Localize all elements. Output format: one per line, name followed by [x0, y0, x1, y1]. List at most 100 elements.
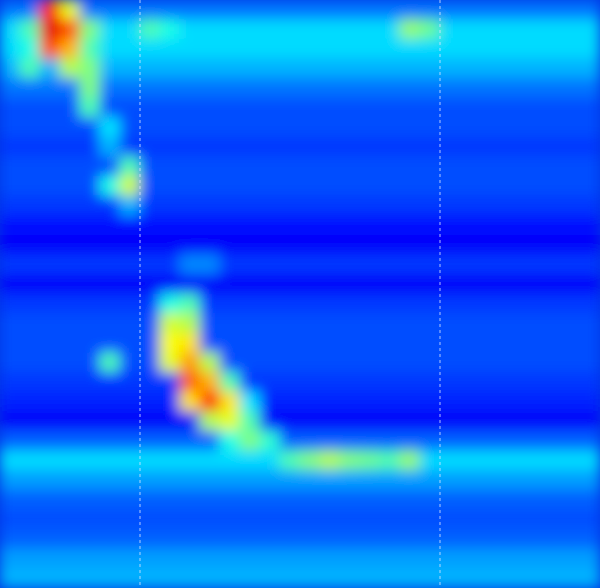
heat-cell [160, 450, 181, 471]
heat-cell [80, 352, 101, 373]
heat-cell [420, 235, 441, 256]
heat-cell [240, 215, 261, 236]
heat-cell [60, 411, 81, 432]
heat-cell [440, 548, 461, 569]
heat-cell [240, 156, 261, 177]
heat-cell [0, 431, 21, 452]
heat-cell [280, 156, 301, 177]
heat-cell [480, 254, 501, 275]
heat-cell [40, 98, 61, 119]
heat-cell [260, 78, 281, 99]
heat-cell [380, 215, 401, 236]
heat-cell [40, 392, 61, 413]
heat-cell [280, 58, 301, 79]
heat-cell [580, 548, 600, 569]
heat-cell [240, 411, 261, 432]
heat-cell [440, 431, 461, 452]
heat-cell [540, 411, 561, 432]
heat-cell [200, 509, 221, 530]
heat-cell [100, 274, 121, 295]
heat-cell [80, 19, 101, 40]
heat-cell [0, 450, 21, 471]
heat-cell [500, 392, 521, 413]
heat-cell [220, 313, 241, 334]
heat-cell [340, 509, 361, 530]
heat-cell [240, 176, 261, 197]
heat-cell [540, 176, 561, 197]
heat-cell [420, 19, 441, 40]
heat-cell [300, 137, 321, 158]
heat-cell [320, 313, 341, 334]
heat-cell [160, 274, 181, 295]
heat-cell [500, 98, 521, 119]
heat-cell [360, 137, 381, 158]
heat-cell [20, 78, 41, 99]
heat-cell [400, 215, 421, 236]
heat-cell [240, 78, 261, 99]
heat-cell [0, 411, 21, 432]
heat-cell [360, 294, 381, 315]
heat-cell [500, 313, 521, 334]
heat-cell [500, 58, 521, 79]
heat-cell [120, 313, 141, 334]
heat-cell [460, 196, 481, 217]
heat-cell [100, 254, 121, 275]
heat-cell [200, 470, 221, 491]
heat-cell [160, 0, 181, 20]
heat-cell [0, 372, 21, 393]
heat-cell [300, 19, 321, 40]
heat-cell [20, 529, 41, 550]
heat-cell [80, 294, 101, 315]
heat-cell [220, 568, 241, 588]
heat-cell [240, 254, 261, 275]
heat-cell [460, 117, 481, 138]
heat-cell [580, 392, 600, 413]
heat-cell [0, 254, 21, 275]
heat-cell [500, 0, 521, 20]
heat-cell [360, 156, 381, 177]
heat-cell [380, 58, 401, 79]
heat-cell [280, 0, 301, 20]
heat-cell [300, 39, 321, 60]
heat-cell [40, 58, 61, 79]
heat-cell [420, 176, 441, 197]
heat-cell [100, 529, 121, 550]
heat-cell [320, 548, 341, 569]
heat-cell [460, 450, 481, 471]
heat-cell [440, 254, 461, 275]
heat-cell [260, 39, 281, 60]
heat-cell [340, 176, 361, 197]
heat-cell [400, 137, 421, 158]
heat-cell [0, 294, 21, 315]
heat-cell [80, 470, 101, 491]
event-line [440, 0, 441, 588]
heat-cell [320, 450, 341, 471]
heat-cell [480, 392, 501, 413]
heat-cell [80, 411, 101, 432]
heat-cell [220, 450, 241, 471]
heat-cell [120, 372, 141, 393]
heat-cell [80, 529, 101, 550]
heat-cell [0, 235, 21, 256]
heat-cell [440, 392, 461, 413]
heat-cell [160, 431, 181, 452]
heat-cell [580, 431, 600, 452]
heat-cell [40, 490, 61, 511]
heat-cell [200, 19, 221, 40]
heat-cell [220, 431, 241, 452]
heat-cell [360, 392, 381, 413]
heat-cell [0, 509, 21, 530]
heat-cell [180, 254, 201, 275]
heat-cell [240, 196, 261, 217]
heat-cell [140, 529, 161, 550]
heat-cell [520, 529, 541, 550]
heat-cell [320, 529, 341, 550]
heat-cell [40, 0, 61, 20]
heat-cell [580, 490, 600, 511]
heat-cell [520, 39, 541, 60]
heat-cell [100, 19, 121, 40]
heat-cell [520, 98, 541, 119]
heat-cell [220, 470, 241, 491]
heat-cell [480, 137, 501, 158]
heat-cell [60, 352, 81, 373]
